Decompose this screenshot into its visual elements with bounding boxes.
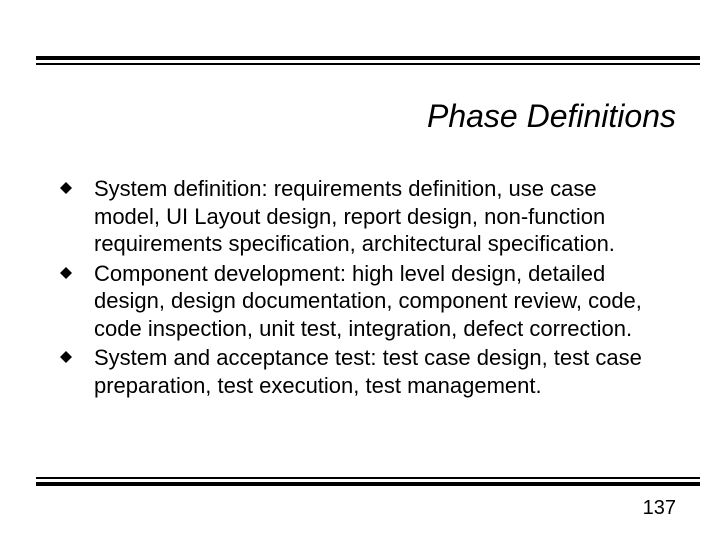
diamond-bullet-icon [60,344,94,363]
bullet-text: System definition: requirements definiti… [94,175,668,258]
bullet-text: System and acceptance test: test case de… [94,344,668,399]
bullet-item: System definition: requirements definiti… [60,175,668,258]
diamond-bullet-icon [60,175,94,194]
bullet-item: Component development: high level design… [60,260,668,343]
top-divider [36,56,700,65]
bottom-rule-thin [36,477,700,479]
bullet-item: System and acceptance test: test case de… [60,344,668,399]
bullet-list: System definition: requirements definiti… [60,175,668,399]
page-number: 137 [643,497,676,520]
top-rule-thin [36,63,700,65]
bottom-divider [36,474,700,486]
diamond-bullet-icon [60,260,94,279]
slide-title: Phase Definitions [427,98,676,135]
bullet-text: Component development: high level design… [94,260,668,343]
bottom-rule-thick [36,482,700,486]
slide: Phase Definitions System definition: req… [0,0,720,540]
slide-body: System definition: requirements definiti… [60,175,668,401]
top-rule-thick [36,56,700,60]
